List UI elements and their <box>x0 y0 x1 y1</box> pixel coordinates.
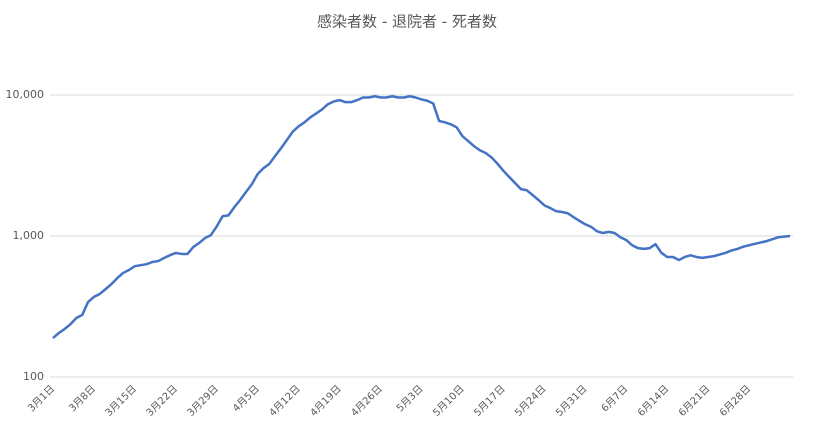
x-tick-label: 6月28日 <box>717 383 753 419</box>
x-tick-label: 3月15日 <box>103 383 139 419</box>
y-tick-label: 1,000 <box>13 229 45 242</box>
x-tick-label: 5月31日 <box>553 383 589 419</box>
x-tick-label: 5月10日 <box>431 383 467 419</box>
x-tick-label: 3月29日 <box>185 383 221 419</box>
x-tick-label: 3月8日 <box>66 383 98 415</box>
x-tick-label: 4月5日 <box>230 383 262 415</box>
x-tick-label: 4月26日 <box>349 383 385 419</box>
x-tick-label: 3月1日 <box>26 383 58 415</box>
x-tick-label: 5月24日 <box>512 383 548 419</box>
x-tick-label: 4月19日 <box>308 383 344 419</box>
chart-title: 感染者数 - 退院者 - 死者数 <box>317 13 497 31</box>
x-tick-label: 6月14日 <box>635 383 671 419</box>
x-tick-label: 3月22日 <box>144 383 180 419</box>
line <box>52 94 791 339</box>
x-tick-label: 5月3日 <box>394 383 426 415</box>
x-tick-label: 6月7日 <box>599 383 631 415</box>
y-tick-label: 100 <box>23 370 44 383</box>
y-tick-label: 10,000 <box>6 88 45 101</box>
x-tick-label: 4月12日 <box>267 383 303 419</box>
x-tick-label: 5月17日 <box>472 383 508 419</box>
x-tick-label: 6月21日 <box>676 383 712 419</box>
